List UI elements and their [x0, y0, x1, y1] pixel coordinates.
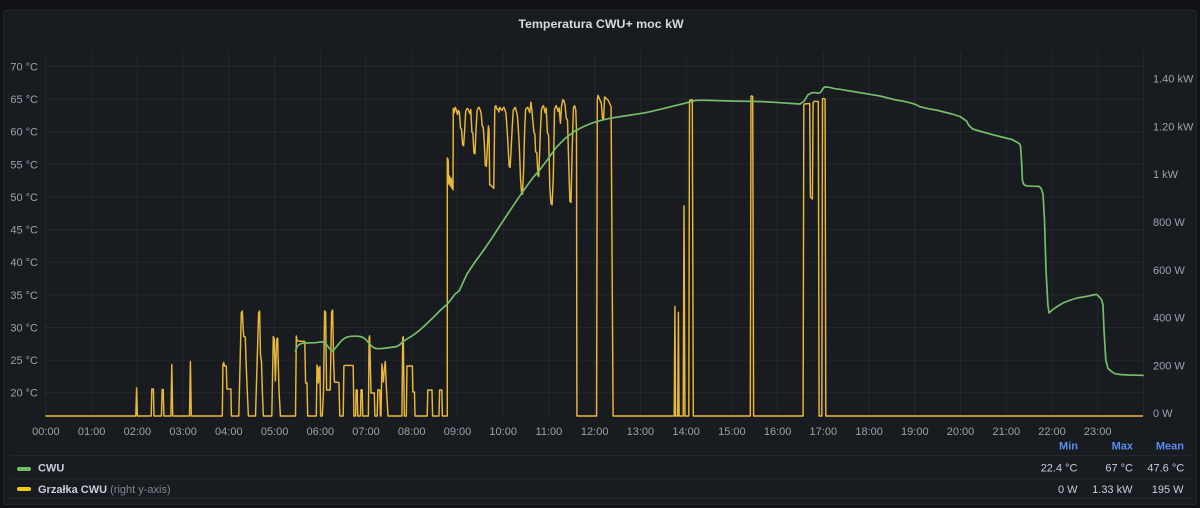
svg-text:23:00: 23:00 — [1084, 426, 1112, 438]
svg-text:195 W: 195 W — [1152, 484, 1184, 496]
svg-text:11:00: 11:00 — [536, 426, 563, 438]
svg-text:15:00: 15:00 — [718, 426, 746, 438]
svg-text:50 °C: 50 °C — [10, 192, 38, 204]
svg-text:22:00: 22:00 — [1038, 426, 1066, 438]
svg-text:30 °C: 30 °C — [10, 323, 38, 335]
svg-text:22.4 °C: 22.4 °C — [1041, 463, 1078, 475]
svg-text:0 W: 0 W — [1058, 484, 1078, 496]
svg-text:55 °C: 55 °C — [10, 159, 38, 171]
svg-text:Min: Min — [1059, 441, 1078, 453]
svg-text:16:00: 16:00 — [764, 426, 792, 438]
svg-text:67 °C: 67 °C — [1105, 463, 1133, 475]
svg-text:14:00: 14:00 — [672, 426, 700, 438]
svg-text:20 °C: 20 °C — [10, 388, 38, 400]
svg-text:Temperatura CWU+ moc kW: Temperatura CWU+ moc kW — [518, 17, 684, 31]
svg-text:04:00: 04:00 — [215, 426, 243, 438]
svg-text:09:00: 09:00 — [444, 426, 472, 438]
svg-text:40 °C: 40 °C — [10, 257, 38, 269]
svg-text:1.40 kW: 1.40 kW — [1153, 74, 1194, 86]
svg-text:800 W: 800 W — [1153, 217, 1185, 229]
svg-text:00:00: 00:00 — [32, 426, 60, 438]
svg-text:CWU: CWU — [38, 463, 64, 475]
svg-text:25 °C: 25 °C — [10, 355, 38, 367]
svg-text:200 W: 200 W — [1153, 360, 1185, 372]
svg-text:13:00: 13:00 — [627, 426, 655, 438]
svg-text:47.6 °C: 47.6 °C — [1147, 463, 1184, 475]
svg-text:400 W: 400 W — [1153, 313, 1185, 325]
svg-text:Mean: Mean — [1156, 441, 1184, 453]
svg-text:1.33 kW: 1.33 kW — [1092, 484, 1133, 496]
svg-text:19:00: 19:00 — [901, 426, 929, 438]
svg-text:Max: Max — [1112, 441, 1134, 453]
svg-text:600 W: 600 W — [1153, 265, 1185, 277]
svg-text:07:00: 07:00 — [352, 426, 380, 438]
svg-text:03:00: 03:00 — [169, 426, 197, 438]
svg-text:Grzałka CWU (right y-axis): Grzałka CWU (right y-axis) — [38, 484, 171, 496]
svg-text:17:00: 17:00 — [810, 426, 838, 438]
svg-text:02:00: 02:00 — [124, 426, 152, 438]
svg-text:45 °C: 45 °C — [10, 225, 38, 237]
svg-text:65 °C: 65 °C — [10, 94, 38, 106]
svg-text:1 kW: 1 kW — [1153, 169, 1179, 181]
svg-text:0 W: 0 W — [1153, 408, 1173, 420]
svg-text:12:00: 12:00 — [581, 426, 609, 438]
svg-text:05:00: 05:00 — [261, 426, 289, 438]
svg-text:06:00: 06:00 — [307, 426, 335, 438]
svg-text:18:00: 18:00 — [855, 426, 883, 438]
svg-text:1.20 kW: 1.20 kW — [1153, 121, 1194, 133]
svg-text:01:00: 01:00 — [78, 426, 106, 438]
svg-text:35 °C: 35 °C — [10, 290, 38, 302]
svg-text:10:00: 10:00 — [489, 426, 517, 438]
svg-text:70 °C: 70 °C — [10, 62, 38, 74]
svg-text:21:00: 21:00 — [993, 426, 1021, 438]
svg-text:20:00: 20:00 — [947, 426, 975, 438]
svg-text:60 °C: 60 °C — [10, 127, 38, 139]
svg-text:08:00: 08:00 — [398, 426, 426, 438]
